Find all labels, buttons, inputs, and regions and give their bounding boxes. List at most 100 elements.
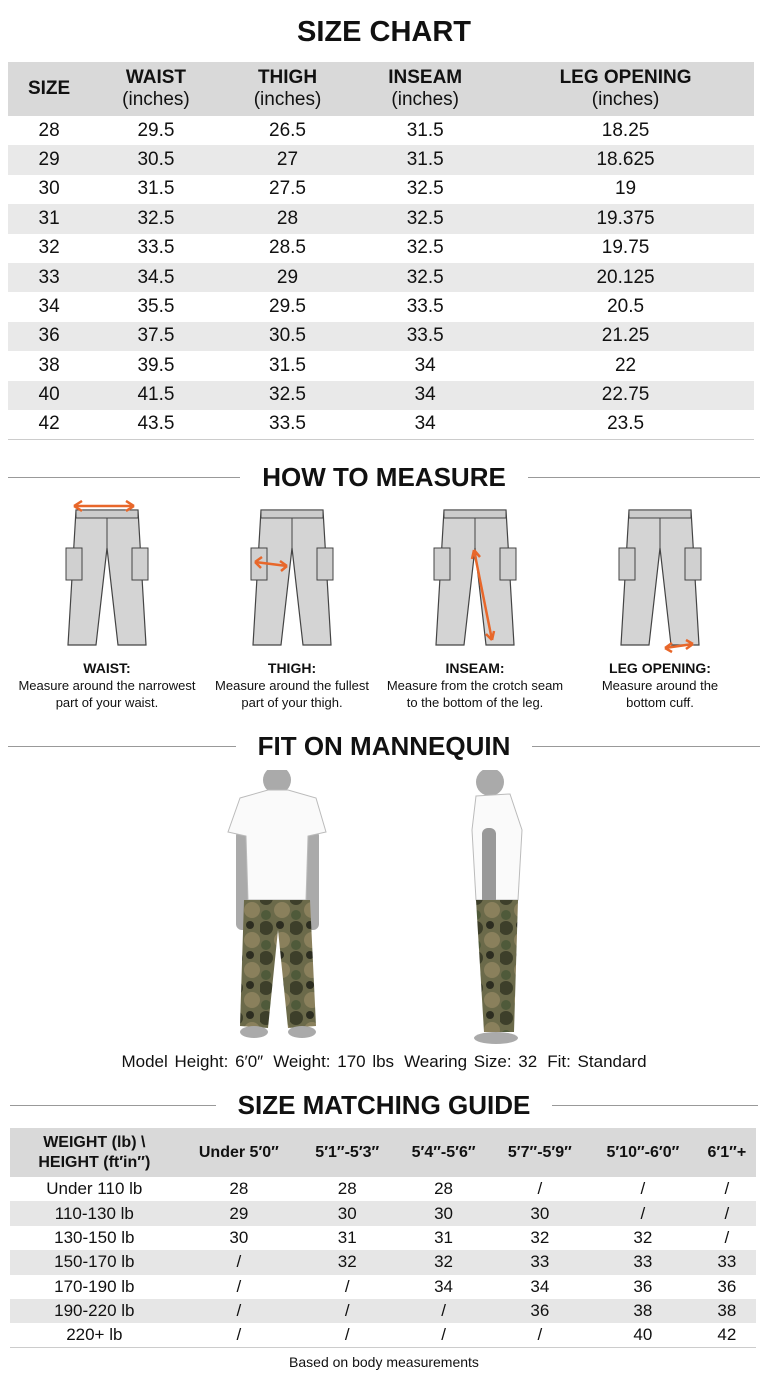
pants-diagram-waist — [62, 499, 152, 660]
table-cell: 32.5 — [353, 262, 498, 293]
size-matching-table: WEIGHT (lb) \ HEIGHT (ft′in″) Under 5′0″ 5′… — [10, 1128, 756, 1349]
table-cell: 30 — [491, 1201, 588, 1226]
table-cell: 22 — [614, 354, 637, 376]
column-name: THIGH — [257, 67, 318, 88]
table-cell: 32.5 — [406, 237, 444, 259]
fit-on-mannequin-heading: FIT ON MANNEQUIN — [0, 731, 768, 762]
table-cell: 34 — [353, 409, 498, 440]
corner-header: WEIGHT (lb) \ HEIGHT (ft′in″) — [10, 1128, 179, 1177]
table-cell: / — [395, 1323, 492, 1349]
table-cell: 32 — [530, 1227, 550, 1247]
table-row: 42 43.5 33.5 34 23.5 — [8, 409, 754, 440]
weight-cell: Under 110 lb — [46, 1179, 143, 1199]
column-header: SIZE — [8, 62, 91, 116]
table-cell: / — [178, 1323, 300, 1349]
table-cell: 38 — [588, 1298, 698, 1324]
table-cell: 33.5 — [221, 409, 354, 440]
table-cell: / — [588, 1201, 698, 1226]
table-cell: / — [491, 1323, 588, 1349]
measure-title: THIGH: — [267, 660, 317, 676]
column-unit: (inches) — [253, 89, 322, 110]
measure-desc: Measure around the — [601, 678, 719, 693]
table-cell: 38 — [697, 1298, 756, 1324]
table-cell: 19.375 — [497, 204, 754, 234]
measure-desc: part of your thigh. — [241, 695, 343, 710]
weight-cell: 220+ lb — [10, 1323, 179, 1349]
model-info: Model Height: 6′0″ Weight: 170 lbs Wearing… — [121, 1052, 647, 1071]
column-unit: (inches) — [122, 89, 190, 110]
table-row: 30 31.5 27.5 32.5 19 — [8, 175, 754, 204]
weight-cell: 130-150 lb — [54, 1227, 135, 1247]
table-row: 130-150 lb 30 31 31 32 32 / — [10, 1226, 756, 1250]
table-cell: / — [236, 1276, 242, 1296]
measure-label: INSEAM: Measure from the crotch seam to th… — [380, 660, 570, 711]
table-cell: 29 — [221, 262, 354, 293]
pants-diagram-leg-opening — [615, 500, 705, 660]
table-cell: 27.5 — [269, 178, 306, 200]
page-title: SIZE CHART — [297, 16, 471, 48]
column-name: WAIST — [125, 67, 187, 88]
table-cell: 37.5 — [90, 321, 222, 352]
table-cell: 29 — [8, 145, 91, 175]
table-cell: 20.125 — [497, 262, 754, 293]
table-cell: / — [178, 1250, 300, 1275]
table-cell: 28 — [38, 119, 60, 141]
table-cell: 31 — [337, 1227, 357, 1247]
table-cell: 43.5 — [90, 409, 222, 440]
table-row: 38 39.5 31.5 34 22 — [8, 351, 754, 380]
table-cell: / — [395, 1298, 492, 1324]
column-unit: (inches) — [391, 89, 459, 110]
table-cell: 22.75 — [497, 380, 754, 410]
table-cell: 33.5 — [406, 296, 444, 318]
measure-desc: bottom cuff. — [626, 695, 694, 710]
table-row: 34 35.5 29.5 33.5 20.5 — [8, 292, 754, 321]
table-cell: / — [640, 1179, 646, 1199]
measure-desc: part of your waist. — [55, 695, 159, 710]
height-header: 5′7″-5′9″ — [491, 1128, 588, 1177]
table-cell: 36 — [8, 321, 91, 352]
table-cell: 35.5 — [137, 296, 175, 318]
table-cell: 40 — [8, 380, 91, 410]
measure-label: LEG OPENING: Measure around the bottom cuf… — [565, 660, 755, 711]
table-cell: 34 — [414, 354, 436, 376]
table-cell: 31.5 — [137, 178, 175, 200]
weight-cell: 150-170 lb — [10, 1250, 179, 1275]
table-cell: 33.5 — [137, 237, 175, 259]
table-cell: 34 — [434, 1276, 454, 1296]
column-header: LEG OPENING (inches) — [497, 62, 754, 116]
table-row: 190-220 lb / //36 38 38 — [10, 1298, 756, 1324]
measure-arrow-icon — [254, 555, 288, 572]
column-name: INSEAM — [388, 67, 463, 88]
weight-cell: 110-130 lb — [10, 1201, 179, 1226]
table-cell: / — [724, 1179, 730, 1199]
table-cell: 28 — [337, 1179, 357, 1199]
table-cell: 26.5 — [269, 119, 306, 141]
table-cell: 32.5 — [406, 178, 444, 200]
mannequin-illustration — [227, 770, 523, 1044]
column-header: WAIST (inches) — [90, 62, 222, 116]
table-cell: 39.5 — [137, 354, 175, 376]
table-cell: 33 — [588, 1250, 698, 1275]
table-cell: 31.5 — [269, 354, 306, 376]
measure-desc: Measure around the narrowest — [18, 678, 196, 693]
height-header: 5′4″-5′6″ — [395, 1128, 492, 1177]
table-row: Under 110 lb 28 28 28 / / / — [10, 1177, 756, 1201]
table-row: 32 33.5 28.5 32.5 19.75 — [8, 234, 754, 263]
table-cell: 28 — [229, 1179, 249, 1199]
mannequin-side — [471, 770, 523, 1044]
column-header: INSEAM (inches) — [353, 62, 498, 116]
table-cell: 27 — [221, 145, 354, 175]
table-cell: 34 — [530, 1276, 550, 1296]
table-row: 150-170 lb/32 32 33 33 33 — [10, 1250, 756, 1275]
measure-desc: to the bottom of the leg. — [406, 695, 544, 710]
table-cell: 32 — [633, 1227, 653, 1247]
mannequin-front — [227, 770, 327, 1038]
table-cell: / — [299, 1298, 396, 1324]
measure-arrow-icon — [664, 638, 694, 654]
table-cell: 30.5 — [90, 145, 222, 175]
table-cell: 19.75 — [601, 237, 650, 259]
table-cell: 30 — [299, 1201, 396, 1226]
table-cell: 31.5 — [406, 119, 444, 141]
table-cell: 18.25 — [601, 119, 650, 141]
weight-cell: 190-220 lb — [10, 1298, 179, 1324]
